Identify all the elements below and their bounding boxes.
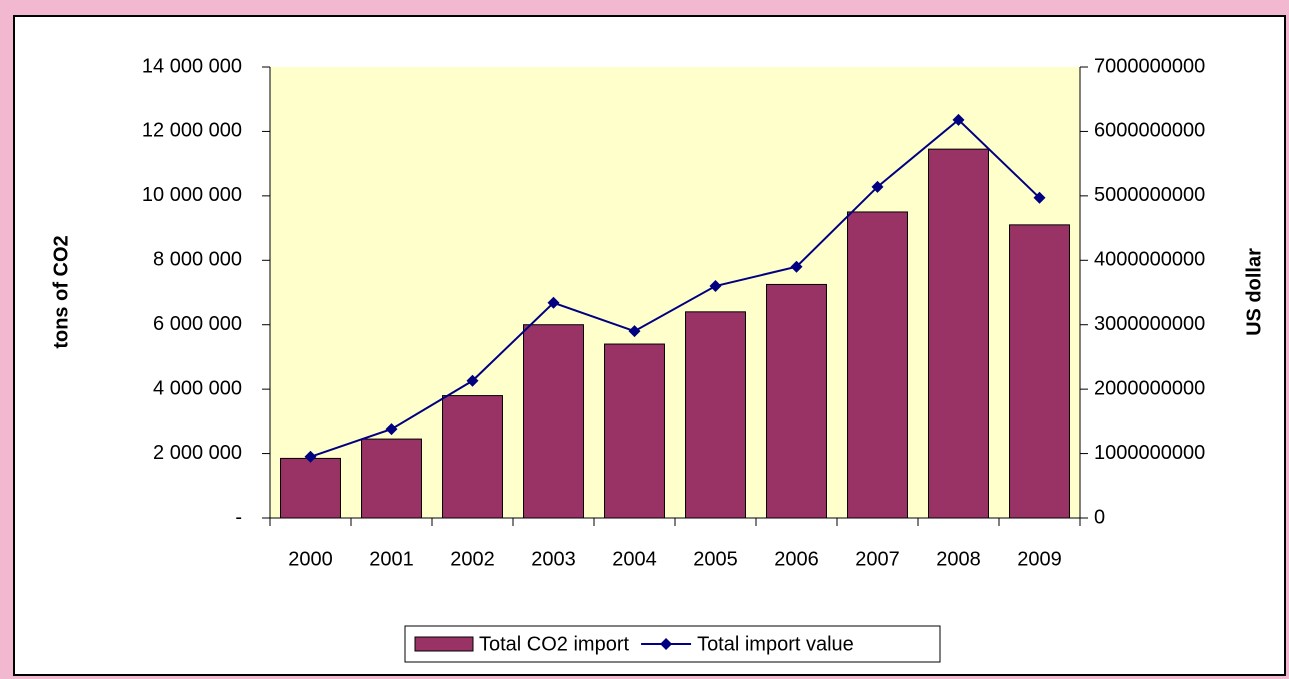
legend-label: Total CO2 import [479,633,629,655]
bar [928,148,989,519]
marker [871,180,884,193]
bar [361,438,422,519]
x-tick-label: 2004 [612,548,657,570]
y-tick-label: 10 000 000 [142,184,242,206]
y2-tick-label: 6000000000 [1094,120,1205,142]
bar [442,395,503,519]
y-tick-label: 14 000 000 [142,55,242,77]
bar [766,283,827,519]
x-tick-label: 2007 [855,548,900,570]
y2-tick-label: 1000000000 [1094,442,1205,464]
y2-axis-title: US dollar [1243,248,1265,336]
y-tick-label: 8 000 000 [153,249,242,271]
y-tick-label: 6 000 000 [153,313,242,335]
bar [847,211,908,519]
marker [952,113,965,126]
y2-tick-label: 5000000000 [1094,184,1205,206]
y2-tick-label: 4000000000 [1094,249,1205,271]
x-tick-label: 2006 [774,548,819,570]
marker [628,325,641,338]
y2-tick-label: 3000000000 [1094,313,1205,335]
bar [523,324,584,519]
y-tick-label: 4 000 000 [153,377,242,399]
bar [1009,224,1070,519]
y-tick-label: 12 000 000 [142,120,242,142]
legend-label: Total import value [697,633,854,655]
marker [1033,191,1046,204]
y2-tick-label: 7000000000 [1094,55,1205,77]
x-tick-label: 2000 [288,548,333,570]
y-axis-title: tons of CO2 [50,235,72,348]
x-tick-label: 2008 [936,548,981,570]
bar [604,343,665,519]
y-tick-label: 2 000 000 [153,442,242,464]
x-tick-label: 2009 [1017,548,1062,570]
legend-swatch [414,636,474,652]
x-tick-label: 2002 [450,548,495,570]
x-tick-label: 2005 [693,548,738,570]
x-tick-label: 2001 [369,548,414,570]
y2-tick-label: 2000000000 [1094,377,1205,399]
marker [304,450,317,463]
y2-tick-label: 0 [1094,506,1105,528]
bar [280,457,341,519]
marker [466,374,479,387]
marker [385,423,398,436]
marker [709,280,722,293]
y-tick-label: - [235,506,242,528]
x-tick-label: 2003 [531,548,576,570]
legend-marker [660,638,673,650]
bar [685,311,746,519]
marker [547,296,560,309]
marker [790,260,803,273]
line [310,118,1041,458]
